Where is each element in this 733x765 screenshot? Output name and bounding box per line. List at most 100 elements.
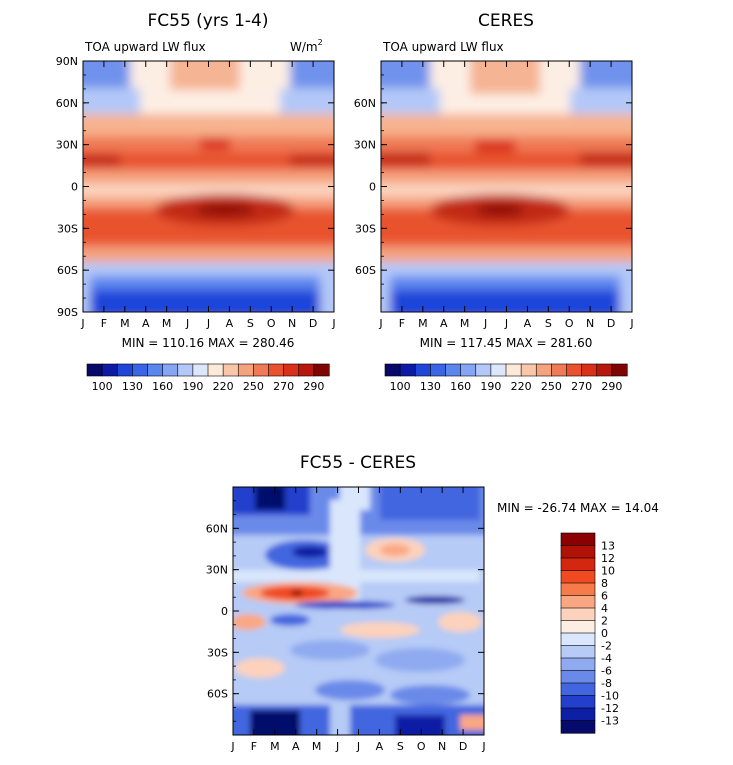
colorbar-label: 13 [601, 540, 615, 553]
colorbar-label: 250 [541, 380, 562, 393]
colorbar-swatch [560, 582, 596, 597]
colorbar-label: 190 [480, 380, 501, 393]
colorbar-swatch [86, 363, 103, 377]
x-tick-label: M [418, 317, 428, 330]
colorbar-label: 6 [601, 590, 608, 603]
colorbar-label: 10 [601, 565, 615, 578]
x-tick-label: F [251, 740, 257, 753]
colorbar-fc55: 100 130 160 190 220 250 270 290 [86, 363, 330, 393]
x-tick-label: A [440, 317, 448, 330]
x-tick-label: D [607, 317, 615, 330]
x-tick-label: D [309, 317, 317, 330]
colorbar-swatch [581, 363, 598, 377]
colorbar-swatch [596, 363, 613, 377]
colorbar-swatch [283, 363, 300, 377]
y-tick-label: 30N [206, 564, 228, 577]
colorbar-swatch [445, 363, 462, 377]
x-tick-label: J [80, 317, 84, 330]
colorbar-swatch [560, 707, 596, 722]
y-tick-label: 60S [355, 264, 376, 277]
colorbar-label: -4 [601, 652, 612, 665]
colorbar-swatch [560, 595, 596, 609]
colorbar-swatch [116, 363, 133, 377]
x-tick-label: J [504, 317, 508, 330]
colorbar-label: 220 [213, 380, 234, 393]
y-tick-label: 30S [355, 222, 376, 235]
colorbar-label: 160 [152, 380, 173, 393]
x-tick-label: N [586, 317, 594, 330]
colorbar-label: 2 [601, 615, 608, 628]
x-tick-label: O [267, 317, 276, 330]
colorbar-swatch [177, 363, 194, 377]
colorbar-swatch [560, 532, 596, 547]
x-tick-label: M [120, 317, 130, 330]
colorbar-label: 4 [601, 602, 608, 615]
x-tick-label: A [292, 740, 300, 753]
colorbar-swatch [132, 363, 149, 377]
y-axis-ceres: 60N 30N 0 30S 60S [354, 60, 632, 313]
colorbar-label: 8 [601, 577, 608, 590]
x-tick-label: S [545, 317, 552, 330]
x-tick-label: J [335, 740, 339, 753]
heatmap-diff [233, 487, 484, 735]
colorbar-label: 220 [511, 380, 532, 393]
colorbar-label: 100 [92, 380, 113, 393]
x-tick-label: J [481, 740, 485, 753]
colorbar-label: 250 [243, 380, 264, 393]
y-tick-label: 30N [354, 139, 376, 152]
colorbar-label: -6 [601, 665, 612, 678]
y-tick-label: 60N [206, 522, 228, 535]
x-tick-label: A [226, 317, 234, 330]
x-tick-label: O [565, 317, 574, 330]
x-tick-label: A [376, 740, 384, 753]
colorbar-label: 0 [601, 627, 608, 640]
y-tick-label: 90N [56, 55, 78, 68]
y-axis-fc55: 90N 60N 30N 0 30S 60S 90S [56, 55, 334, 319]
colorbar-label: 160 [450, 380, 471, 393]
x-tick-label: N [288, 317, 296, 330]
y-tick-label: 0 [221, 605, 228, 618]
colorbar-swatch [237, 363, 254, 377]
stats-ceres: MIN = 117.45 MAX = 281.60 [420, 336, 593, 350]
y-tick-label: 60N [56, 97, 78, 110]
panel-fc55-subtitle: TOA upward LW flux [84, 40, 206, 54]
y-tick-label: 0 [369, 181, 376, 194]
panel-fc55-title: FC55 (yrs 1-4) [147, 11, 268, 31]
colorbar-swatch [551, 363, 568, 377]
colorbar-label: 100 [390, 380, 411, 393]
colorbar-label: 130 [420, 380, 441, 393]
colorbar-swatch [560, 570, 596, 584]
colorbar-swatch [101, 363, 118, 377]
colorbar-swatch [430, 363, 447, 377]
colorbar-swatch [560, 645, 596, 659]
units-exponent: 2 [318, 38, 323, 47]
x-tick-label: M [312, 740, 322, 753]
colorbar-swatch [560, 670, 596, 684]
x-tick-label: S [397, 740, 404, 753]
x-tick-label: F [101, 317, 107, 330]
panel-fc55: FC55 (yrs 1-4) TOA upward LW flux W/m2 [56, 11, 336, 393]
colorbar-swatch [207, 363, 224, 377]
colorbar-swatch [313, 363, 330, 377]
colorbar-swatch [460, 363, 477, 377]
y-tick-label: 60N [354, 97, 376, 110]
x-tick-label: J [206, 317, 210, 330]
colorbar-swatch [560, 557, 596, 572]
colorbar-swatch [560, 695, 596, 709]
x-tick-label: D [459, 740, 467, 753]
colorbar-label: 130 [122, 380, 143, 393]
colorbar-label: -13 [601, 715, 619, 728]
colorbar-swatch [611, 363, 628, 377]
x-tick-label: A [524, 317, 532, 330]
x-tick-label: N [438, 740, 446, 753]
y-tick-label: 30S [207, 646, 228, 659]
colorbar-label: -10 [601, 690, 619, 703]
colorbar-swatch [192, 363, 209, 377]
stats-diff: MIN = -26.74 MAX = 14.04 [497, 501, 659, 515]
colorbar-swatch [520, 363, 537, 377]
colorbar-swatch [535, 363, 552, 377]
heatmap-ceres [381, 61, 632, 312]
